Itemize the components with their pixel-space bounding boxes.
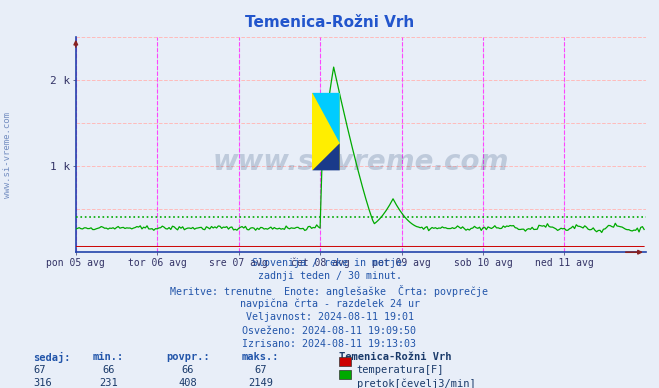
Text: Veljavnost: 2024-08-11 19:01: Veljavnost: 2024-08-11 19:01: [246, 312, 413, 322]
Text: Osveženo: 2024-08-11 19:09:50: Osveženo: 2024-08-11 19:09:50: [243, 326, 416, 336]
Text: Temenica-Rožni Vrh: Temenica-Rožni Vrh: [339, 352, 452, 362]
Text: 67: 67: [254, 365, 266, 376]
Text: povpr.:: povpr.:: [166, 352, 210, 362]
Text: 66: 66: [182, 365, 194, 376]
Text: Temenica-Rožni Vrh: Temenica-Rožni Vrh: [245, 15, 414, 30]
Polygon shape: [312, 93, 339, 143]
Polygon shape: [312, 143, 339, 170]
Text: 2149: 2149: [248, 378, 273, 388]
Bar: [312, 93, 339, 170]
Text: pretok[čevelj3/min]: pretok[čevelj3/min]: [357, 378, 475, 388]
Text: www.si-vreme.com: www.si-vreme.com: [213, 148, 509, 176]
Text: temperatura[F]: temperatura[F]: [357, 365, 444, 376]
Text: www.si-vreme.com: www.si-vreme.com: [3, 112, 13, 198]
Text: 408: 408: [179, 378, 197, 388]
Text: min.:: min.:: [93, 352, 125, 362]
Text: navpična črta - razdelek 24 ur: navpična črta - razdelek 24 ur: [239, 298, 420, 309]
Text: Meritve: trenutne  Enote: anglešaške  Črta: povprečje: Meritve: trenutne Enote: anglešaške Črta…: [171, 285, 488, 297]
Text: maks.:: maks.:: [242, 352, 279, 362]
Text: 316: 316: [33, 378, 51, 388]
Text: 231: 231: [100, 378, 118, 388]
Text: Izrisano: 2024-08-11 19:13:03: Izrisano: 2024-08-11 19:13:03: [243, 339, 416, 349]
Text: 66: 66: [103, 365, 115, 376]
Text: 67: 67: [33, 365, 45, 376]
Text: Slovenija / reke in morje.: Slovenija / reke in morje.: [252, 258, 407, 268]
Text: zadnji teden / 30 minut.: zadnji teden / 30 minut.: [258, 271, 401, 281]
Text: sedaj:: sedaj:: [33, 352, 71, 363]
